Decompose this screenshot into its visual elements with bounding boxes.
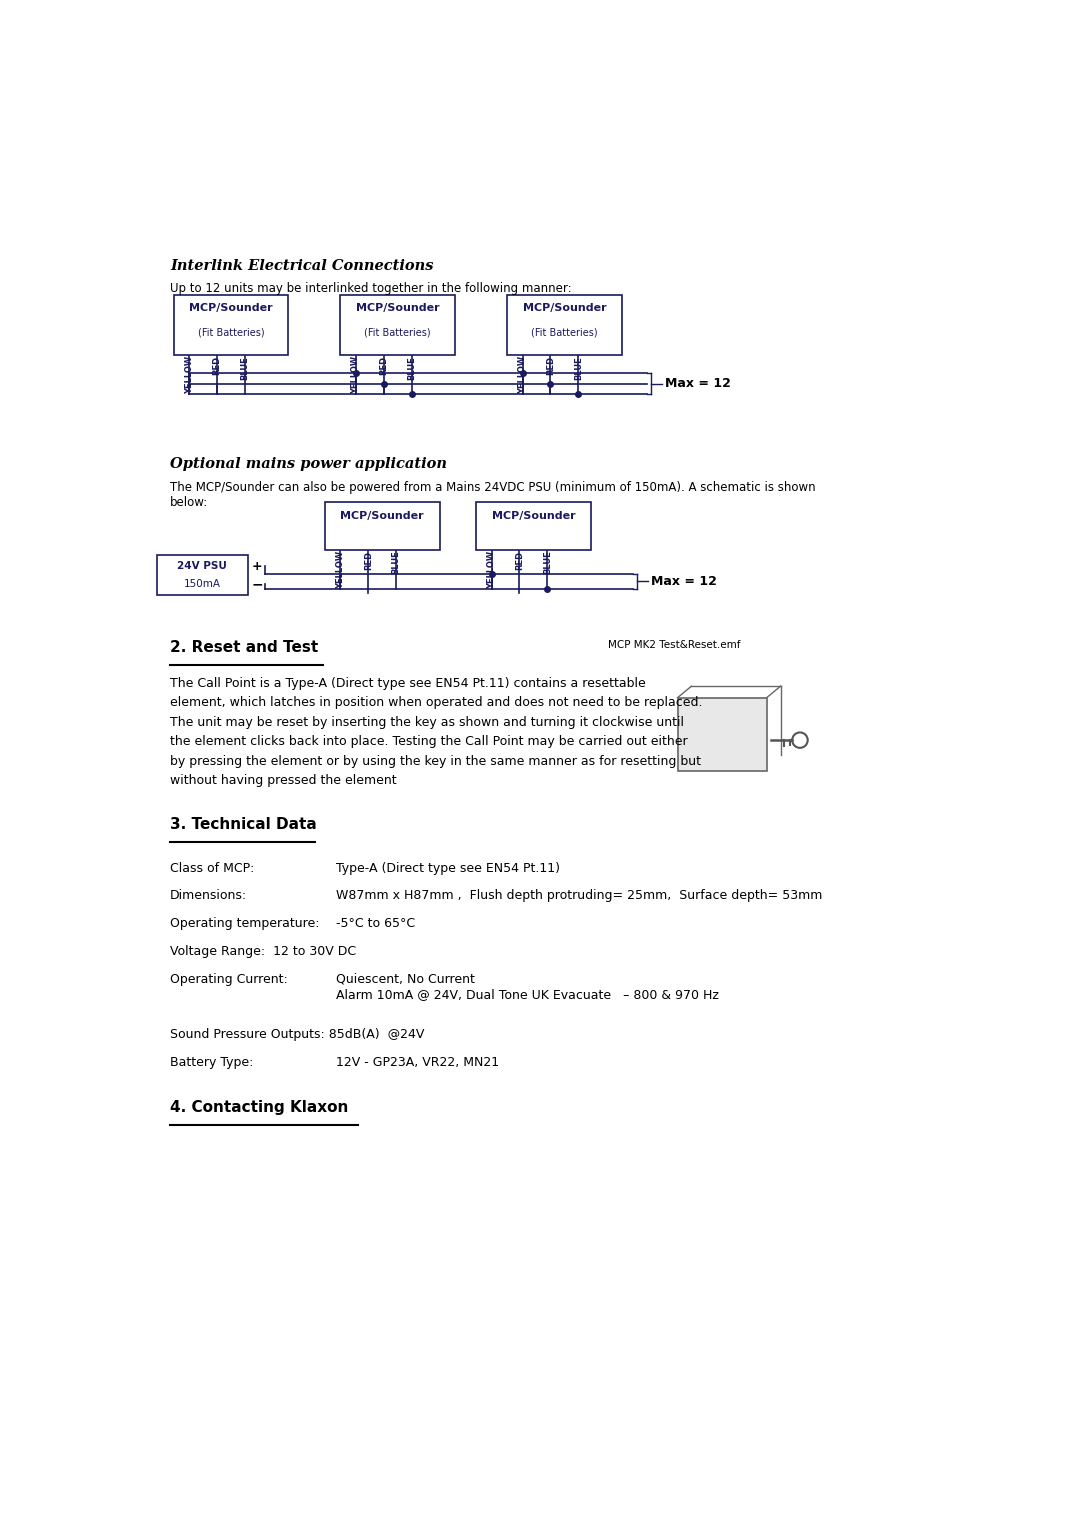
FancyBboxPatch shape	[157, 555, 248, 596]
Text: 2. Reset and Test: 2. Reset and Test	[170, 640, 319, 656]
Text: YELLOW: YELLOW	[185, 356, 193, 394]
Text: BLUE: BLUE	[543, 550, 552, 575]
Text: BLUE: BLUE	[392, 550, 401, 575]
Text: (Fit Batteries): (Fit Batteries)	[531, 327, 597, 338]
Text: Battery Type:: Battery Type:	[170, 1056, 253, 1068]
Text: MCP/Sounder: MCP/Sounder	[523, 304, 606, 313]
Text: YELLOW: YELLOW	[336, 550, 345, 588]
Text: BLUE: BLUE	[407, 356, 416, 379]
Text: +: +	[252, 559, 262, 573]
Text: 150mA: 150mA	[184, 579, 221, 590]
Text: Optional mains power application: Optional mains power application	[170, 457, 447, 472]
Text: MCP/Sounder: MCP/Sounder	[356, 304, 440, 313]
Text: Class of MCP:: Class of MCP:	[170, 862, 254, 874]
Text: MCP/Sounder: MCP/Sounder	[189, 304, 273, 313]
Text: Dimensions:: Dimensions:	[170, 889, 247, 903]
Text: RED: RED	[213, 356, 221, 374]
Text: Operating Current:: Operating Current:	[170, 973, 287, 986]
Text: W87mm x H87mm ,  Flush depth protruding= 25mm,  Surface depth= 53mm: W87mm x H87mm , Flush depth protruding= …	[337, 889, 823, 903]
Text: The Call Point is a Type-A (Direct type see EN54 Pt.11) contains a resettable
el: The Call Point is a Type-A (Direct type …	[170, 677, 702, 787]
Text: 12V - GP23A, VR22, MN21: 12V - GP23A, VR22, MN21	[337, 1056, 500, 1068]
Text: 3. Technical Data: 3. Technical Data	[170, 817, 316, 833]
Text: Max = 12: Max = 12	[651, 575, 717, 588]
FancyBboxPatch shape	[325, 503, 440, 550]
FancyBboxPatch shape	[476, 503, 591, 550]
Text: RED: RED	[379, 356, 389, 374]
Text: (Fit Batteries): (Fit Batteries)	[364, 327, 431, 338]
FancyBboxPatch shape	[677, 698, 767, 770]
Text: YELLOW: YELLOW	[487, 550, 496, 588]
Text: Voltage Range:  12 to 30V DC: Voltage Range: 12 to 30V DC	[170, 944, 356, 958]
Text: MCP/Sounder: MCP/Sounder	[340, 510, 424, 521]
FancyBboxPatch shape	[174, 295, 288, 354]
Text: YELLOW: YELLOW	[518, 356, 527, 394]
Text: 4. Contacting Klaxon: 4. Contacting Klaxon	[170, 1100, 348, 1114]
Text: BLUE: BLUE	[241, 356, 249, 379]
Text: MCP MK2 Test&Reset.emf: MCP MK2 Test&Reset.emf	[608, 640, 740, 649]
Text: (Fit Batteries): (Fit Batteries)	[198, 327, 265, 338]
FancyBboxPatch shape	[507, 295, 622, 354]
Text: Up to 12 units may be interlinked together in the following manner:: Up to 12 units may be interlinked togeth…	[170, 283, 571, 295]
Text: Max = 12: Max = 12	[665, 377, 731, 390]
Text: RED: RED	[364, 550, 373, 570]
Text: The MCP/Sounder can also be powered from a Mains 24VDC PSU (minimum of 150mA). A: The MCP/Sounder can also be powered from…	[170, 481, 815, 509]
Text: Sound Pressure Outputs: 85dB(A)  @24V: Sound Pressure Outputs: 85dB(A) @24V	[170, 1028, 424, 1041]
Text: Interlink Electrical Connections: Interlink Electrical Connections	[170, 258, 433, 274]
Text: Operating temperature:: Operating temperature:	[170, 917, 320, 931]
Text: -5°C to 65°C: -5°C to 65°C	[337, 917, 416, 931]
Text: RED: RED	[515, 550, 524, 570]
Text: Type-A (Direct type see EN54 Pt.11): Type-A (Direct type see EN54 Pt.11)	[337, 862, 561, 874]
Text: 24V PSU: 24V PSU	[177, 561, 228, 571]
Text: RED: RED	[545, 356, 555, 374]
Text: Quiescent, No Current
Alarm 10mA @ 24V, Dual Tone UK Evacuate   – 800 & 970 Hz: Quiescent, No Current Alarm 10mA @ 24V, …	[337, 973, 719, 1001]
Text: BLUE: BLUE	[573, 356, 583, 379]
Text: MCP/Sounder: MCP/Sounder	[491, 510, 576, 521]
FancyBboxPatch shape	[340, 295, 455, 354]
Text: −: −	[252, 578, 264, 591]
Text: YELLOW: YELLOW	[351, 356, 361, 394]
